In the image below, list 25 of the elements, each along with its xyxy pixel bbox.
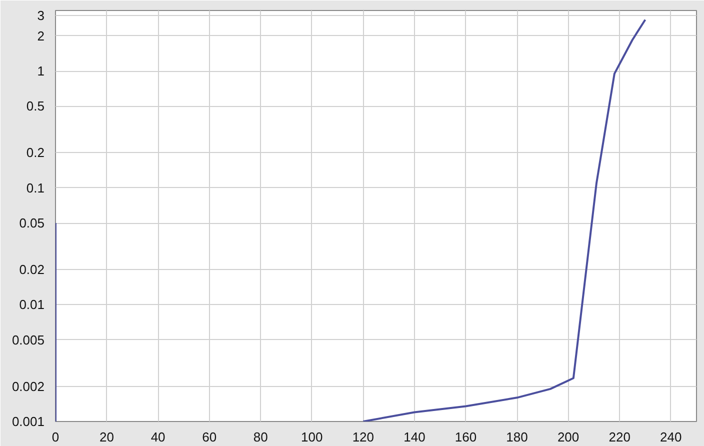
x-tick-label: 160: [454, 430, 477, 444]
x-tick-label: 120: [352, 430, 374, 444]
y-tick-label: 0.005: [12, 332, 45, 348]
x-tick-label: 180: [506, 430, 528, 444]
x-tick-label: 100: [301, 430, 323, 444]
y-tick-label: 0.002: [12, 378, 45, 394]
y-tick-label: 0.1: [26, 180, 45, 196]
x-tick-label: 140: [404, 430, 426, 444]
y-tick-label: 0.01: [19, 297, 45, 312]
x-tick-label: 60: [202, 430, 217, 444]
x-tick-label: 240: [660, 430, 682, 444]
y-tick-label: 0.5: [26, 98, 45, 114]
x-tick-label: 40: [150, 430, 166, 444]
y-tick-label: 0.02: [19, 262, 45, 278]
y-tick-label: 0.001: [12, 414, 45, 429]
x-tick-label: 80: [253, 430, 268, 444]
x-tick-label: 20: [100, 430, 114, 444]
x-tick-label: 200: [557, 430, 580, 444]
x-tick-label: 0: [52, 430, 60, 444]
y-tick-label: 3: [37, 8, 45, 23]
y-tick-label: 0.05: [19, 216, 45, 231]
y-tick-label: 2: [37, 28, 45, 44]
y-tick-label: 1: [37, 64, 45, 79]
x-tick-label: 220: [608, 430, 630, 444]
y-tick-label: 0.2: [26, 145, 45, 160]
